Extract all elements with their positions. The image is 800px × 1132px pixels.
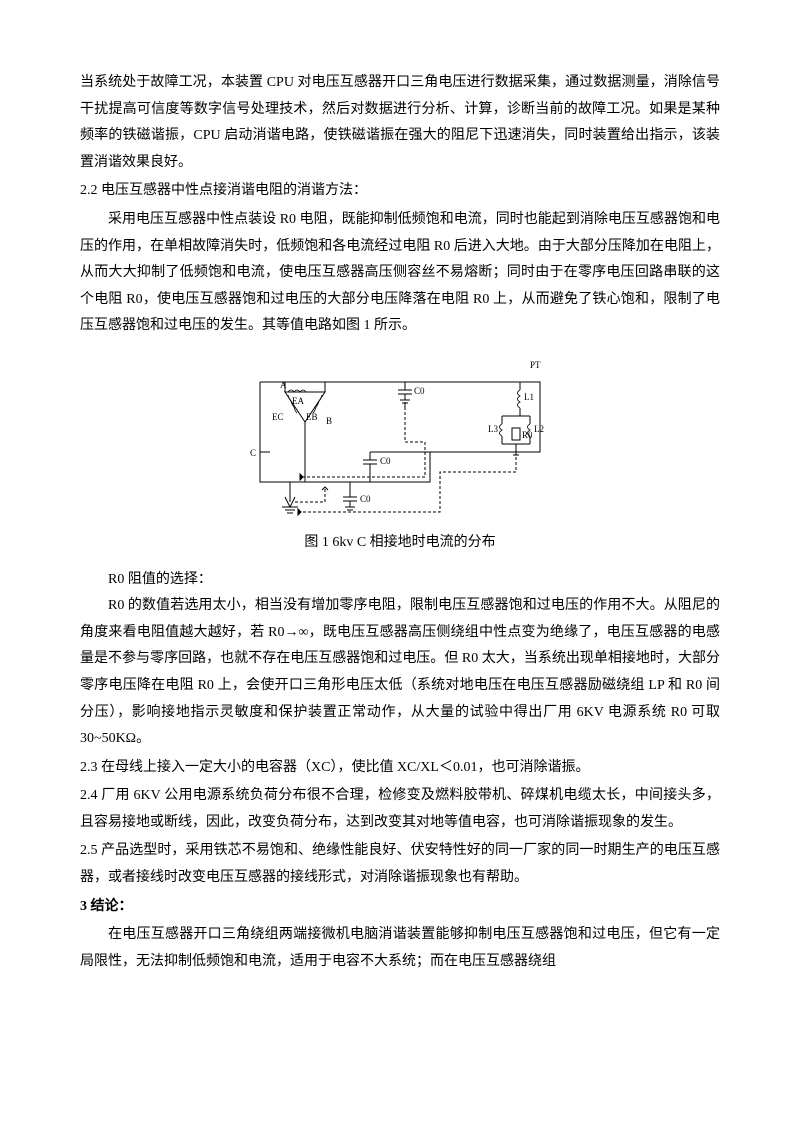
label-c0-top: C0 <box>414 386 425 396</box>
r0-selection-label: R0 阻值的选择： <box>80 567 720 594</box>
label-l3: L3 <box>488 424 498 434</box>
heading-2-2: 2.2 电压互感器中性点接消谐电阻的消谐方法： <box>80 178 720 205</box>
paragraph-3: R0 的数值若选用太小，相当没有增加零序电阻，限制电压互感器饱和过电压的作用不大… <box>80 593 720 753</box>
circuit-diagram: PT A B C EA EB EC C0 C0 C0 L1 L2 L3 R0 <box>80 352 720 522</box>
paragraph-1: 当系统处于故障工况，本装置 CPU 对电压互感器开口三角电压进行数据采集，通过数… <box>80 70 720 176</box>
paragraph-4: 在电压互感器开口三角绕组两端接微机电脑消谐装置能够抑制电压互感器饱和过电压，但它… <box>80 922 720 975</box>
label-ec: EC <box>272 412 284 422</box>
figure-1-caption: 图 1 6kv C 相接地时电流的分布 <box>80 530 720 557</box>
label-pt: PT <box>530 360 541 370</box>
label-c0-mid: C0 <box>380 456 391 466</box>
heading-3: 3 结论： <box>80 894 720 921</box>
paragraph-2: 采用电压互感器中性点装设 R0 电阻，既能抑制低频饱和电流，同时也能起到消除电压… <box>80 207 720 340</box>
label-l2: L2 <box>534 424 544 434</box>
label-c0-bot: C0 <box>360 494 371 504</box>
label-eb: EB <box>306 412 318 422</box>
label-b: B <box>326 416 332 426</box>
label-r0: R0 <box>522 430 533 440</box>
heading-2-3: 2.3 在母线上接入一定大小的电容器（XC），使比值 XC/XL＜0.01，也可… <box>80 755 720 782</box>
label-l1: L1 <box>524 392 534 402</box>
label-a: A <box>280 380 287 390</box>
heading-2-5: 2.5 产品选型时，采用铁芯不易饱和、绝缘性能良好、伏安特性好的同一厂家的同一时… <box>80 838 720 891</box>
label-c: C <box>250 448 256 458</box>
heading-2-4: 2.4 厂用 6KV 公用电源系统负荷分布很不合理，检修变及燃料胶带机、碎煤机电… <box>80 783 720 836</box>
label-ea: EA <box>292 396 304 406</box>
